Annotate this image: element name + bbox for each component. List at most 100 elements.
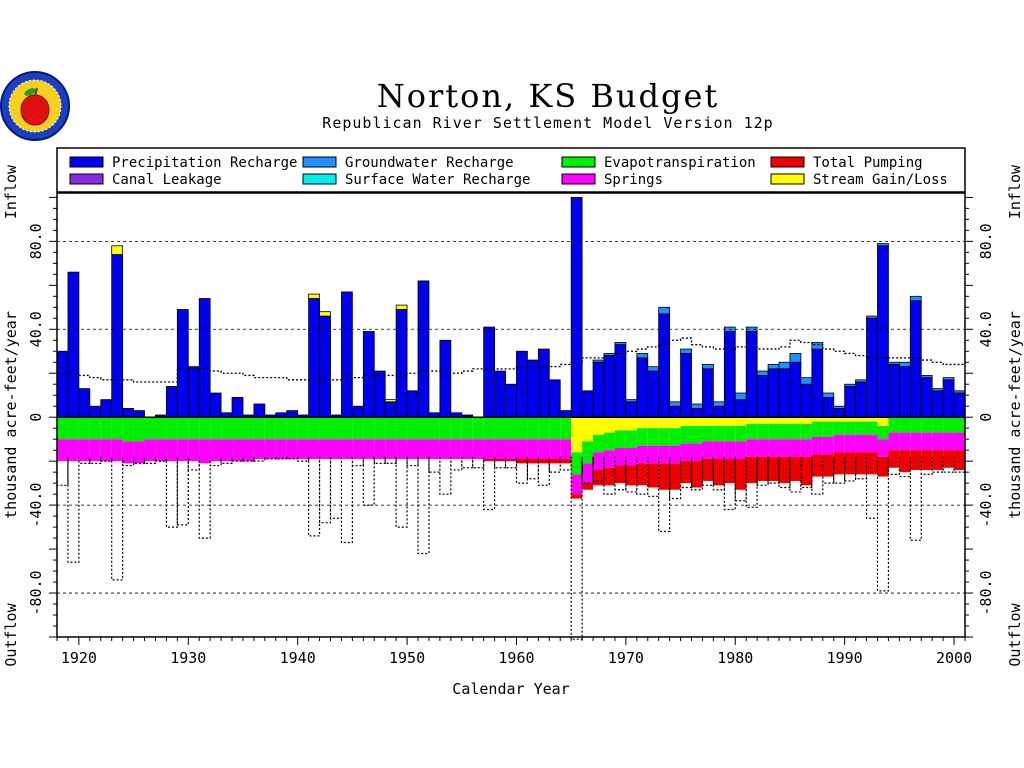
- bar-evapotranspiration-1978: [713, 425, 725, 442]
- legend-box: [56, 147, 966, 193]
- bar-total-pumping-1978: [713, 458, 725, 486]
- bar-springs-1980: [735, 441, 747, 459]
- bar-springs-1991: [855, 434, 867, 453]
- bar-springs-1986: [800, 439, 812, 457]
- y-tick-label-left-1: -40.0: [27, 483, 45, 528]
- bar-springs-1942: [319, 439, 331, 459]
- bar-stream-gain-loss-outflow-1976: [691, 417, 703, 426]
- x-tick-label-1930: 1930: [170, 649, 206, 667]
- bar-total-pumping-1966: [582, 483, 594, 490]
- bar-evapotranspiration-1957: [483, 417, 495, 440]
- bar-groundwater-recharge-1973: [658, 306, 671, 315]
- bar-evapotranspiration-1952: [428, 417, 440, 440]
- x-tick-label-1960: 1960: [498, 649, 534, 667]
- bar-evapotranspiration-1926: [144, 417, 156, 440]
- legend-label-evapotranspiration: Evapotranspiration: [604, 155, 756, 171]
- bar-springs-1944: [341, 439, 353, 459]
- bar-total-pumping-1972: [647, 463, 659, 488]
- bar-precipitation-recharge-1944: [341, 291, 353, 418]
- bar-precipitation-recharge-1939: [286, 410, 299, 418]
- bar-evapotranspiration-1986: [800, 423, 812, 440]
- bar-stream-gain-loss-outflow-1989: [833, 417, 845, 422]
- bar-groundwater-recharge-1976: [691, 403, 703, 409]
- bar-precipitation-recharge-1919: [67, 271, 80, 418]
- bar-stream-gain-loss-outflow-1966: [582, 417, 594, 442]
- bar-total-pumping-1988: [822, 454, 834, 477]
- bar-precipitation-recharge-1969: [614, 344, 627, 418]
- bar-evapotranspiration-1939: [286, 417, 298, 440]
- bar-precipitation-recharge-1951: [417, 280, 430, 418]
- bar-precipitation-recharge-1965: [570, 196, 583, 418]
- bar-precipitation-recharge-1996: [909, 300, 922, 418]
- bar-evapotranspiration-1958: [494, 417, 506, 440]
- bar-evapotranspiration-1988: [822, 421, 834, 437]
- x-axis-label: Calendar Year: [452, 680, 569, 698]
- bar-groundwater-recharge-1972: [647, 366, 660, 372]
- bar-precipitation-recharge-1920: [78, 388, 91, 418]
- bar-groundwater-recharge-1987: [811, 342, 824, 350]
- chart-subtitle: Republican River Settlement Model Versio…: [322, 114, 773, 132]
- bar-evapotranspiration-1927: [155, 417, 167, 440]
- bar-springs-1985: [789, 439, 801, 457]
- bar-groundwater-recharge-1971: [636, 353, 649, 359]
- bar-evapotranspiration-1950: [407, 417, 419, 440]
- bar-evapotranspiration-1964: [560, 417, 572, 440]
- bar-precipitation-recharge-1963: [548, 379, 561, 418]
- bar-evapotranspiration-1944: [341, 417, 353, 440]
- bar-evapotranspiration-1990: [844, 421, 856, 435]
- bar-total-pumping-1998: [932, 450, 944, 470]
- bar-precipitation-recharge-1925: [133, 410, 145, 418]
- bar-evapotranspiration-1968: [603, 432, 615, 451]
- bar-precipitation-recharge-1958: [494, 370, 506, 418]
- bar-springs-1939: [286, 439, 298, 459]
- legend-swatch-precipitation-recharge: [69, 156, 104, 168]
- bar-total-pumping-1979: [724, 458, 736, 484]
- bar-evapotranspiration-1966: [582, 441, 594, 464]
- bar-evapotranspiration-1993: [877, 425, 889, 440]
- bar-groundwater-recharge-1997: [920, 375, 933, 379]
- bar-evapotranspiration-1936: [253, 417, 265, 440]
- bar-evapotranspiration-1973: [658, 428, 670, 446]
- bar-evapotranspiration-1930: [188, 417, 200, 440]
- bar-stream-gain-loss-1941: [308, 293, 320, 299]
- bar-evapotranspiration-1961: [527, 417, 539, 440]
- bar-total-pumping-1995: [899, 450, 911, 473]
- bar-evapotranspiration-1941: [308, 417, 320, 440]
- y-axis-label-left: thousand acre-feet/year: [2, 311, 20, 519]
- y-axis-label-right: thousand acre-feet/year: [1006, 311, 1024, 519]
- bar-evapotranspiration-1945: [352, 417, 364, 440]
- bar-springs-1925: [133, 441, 145, 464]
- bar-springs-1947: [374, 439, 386, 459]
- x-tick-label-1950: 1950: [389, 649, 425, 667]
- bar-springs-1966: [582, 463, 594, 484]
- bar-total-pumping-1992: [866, 452, 878, 475]
- bar-springs-1962: [538, 439, 550, 459]
- bar-stream-gain-loss-outflow-1979: [724, 417, 736, 426]
- bar-precipitation-recharge-1995: [898, 366, 911, 418]
- bar-groundwater-recharge-1977: [702, 364, 714, 370]
- bar-precipitation-recharge-1979: [723, 331, 736, 418]
- bar-evapotranspiration-1953: [439, 417, 451, 440]
- bar-springs-1923: [111, 439, 123, 462]
- legend: Precipitation Recharge Groundwater Rechar…: [56, 147, 966, 193]
- bar-springs-1994: [888, 432, 900, 451]
- bar-stream-gain-loss-outflow-1985: [789, 417, 801, 424]
- bar-springs-1990: [844, 434, 856, 453]
- bar-springs-1932: [210, 439, 222, 462]
- bar-evapotranspiration-1982: [757, 423, 769, 440]
- bar-precipitation-recharge-1934: [231, 397, 244, 418]
- bar-springs-1969: [614, 447, 626, 466]
- bar-evapotranspiration-1970: [625, 430, 637, 448]
- y-tick-label-right-2: 0: [977, 413, 995, 422]
- bar-evapotranspiration-1985: [789, 423, 801, 440]
- bar-precipitation-recharge-1970: [625, 401, 638, 418]
- bar-evapotranspiration-1975: [680, 425, 692, 444]
- bar-springs-1959: [505, 439, 517, 459]
- bar-evapotranspiration-1928: [166, 417, 178, 440]
- bar-springs-1971: [636, 445, 648, 464]
- bar-stream-gain-loss-outflow-1974: [669, 417, 681, 429]
- bar-evapotranspiration-1962: [538, 417, 550, 440]
- bar-total-pumping-1994: [888, 450, 900, 468]
- bar-evapotranspiration-1995: [899, 417, 911, 433]
